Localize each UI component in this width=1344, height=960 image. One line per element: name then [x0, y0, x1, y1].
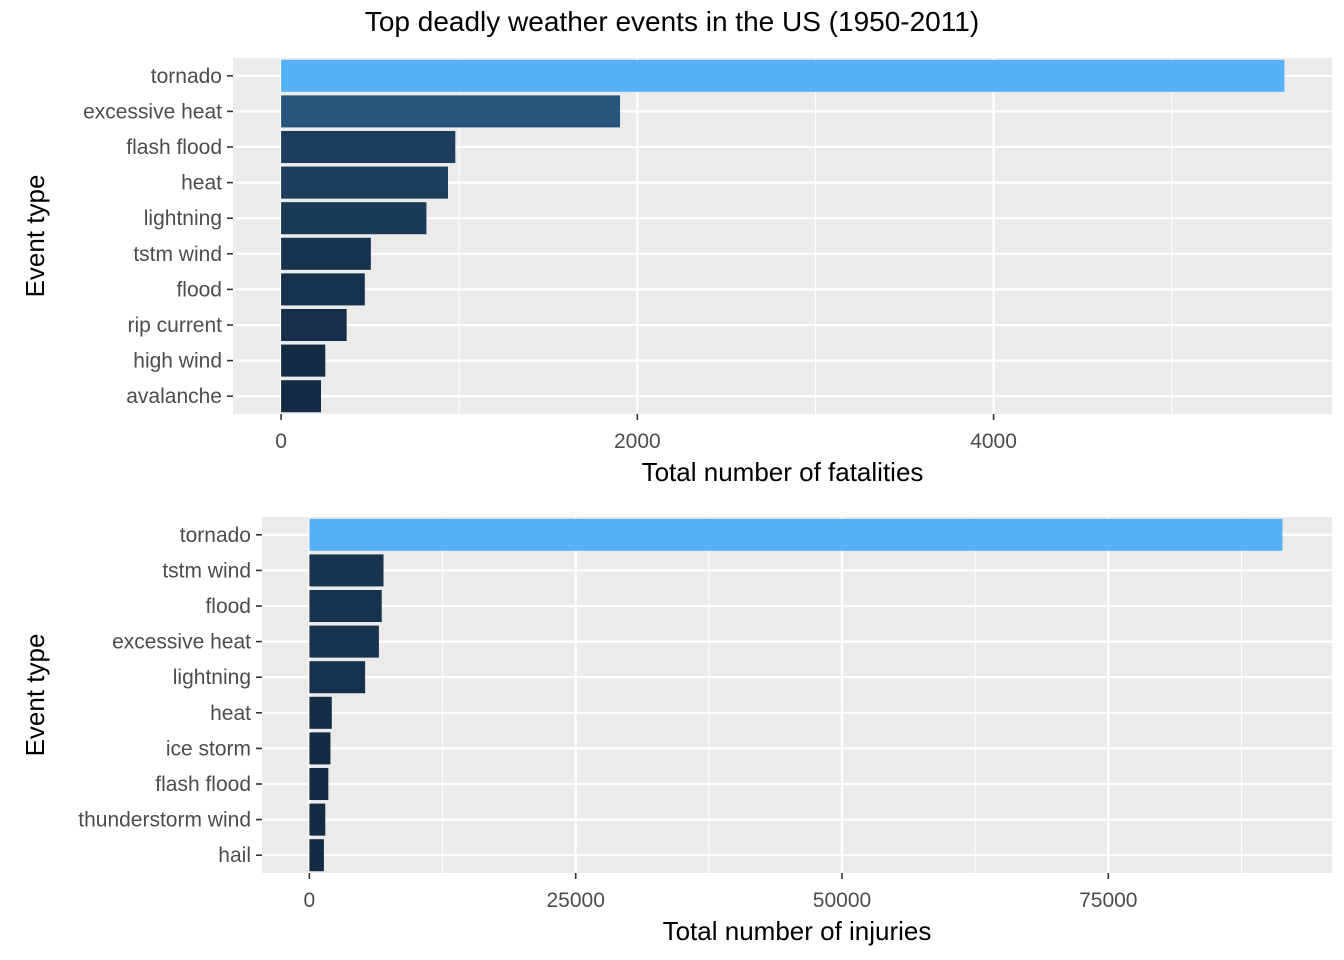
y-tick-label: tornado: [151, 65, 222, 88]
y-tick-label: excessive heat: [83, 100, 222, 123]
y-tick-label: heat: [210, 702, 251, 725]
y-tick-label: heat: [181, 172, 222, 195]
y-tick-label: flash flood: [155, 773, 251, 796]
bar: [309, 625, 379, 658]
fatalities-chart: tornado excessive heat flash flood heat ligh…: [20, 58, 1332, 487]
bar: [309, 661, 366, 694]
y-tick-label: lightning: [173, 666, 251, 689]
bar: [281, 130, 456, 164]
x-tick-label: 75000: [1079, 889, 1137, 912]
bar: [281, 202, 427, 235]
bar: [309, 767, 329, 801]
y-tick-label: avalanche: [126, 385, 222, 408]
x-axis-title: Total number of fatalities: [642, 457, 924, 487]
bar: [281, 273, 365, 306]
y-tick-label: excessive heat: [112, 631, 251, 654]
y-tick-label: tstm wind: [162, 559, 251, 582]
y-tick-label: hail: [218, 844, 251, 867]
x-tick-label: 25000: [547, 889, 605, 912]
y-axis-title: Event type: [20, 634, 50, 757]
y-tick-label: high wind: [133, 350, 222, 373]
bar: [281, 166, 448, 199]
bar: [281, 95, 621, 128]
x-tick-label: 50000: [813, 889, 871, 912]
injuries-chart: tornado tstm wind flood excessive heat light…: [20, 517, 1332, 946]
y-tick-label: rip current: [127, 314, 222, 337]
bar: [309, 839, 324, 872]
y-tick-label: lightning: [144, 207, 222, 230]
x-tick-label: 4000: [970, 430, 1017, 453]
y-tick-label: flood: [205, 595, 251, 618]
plot-panel-background: [262, 517, 1332, 873]
bar: [281, 237, 371, 270]
chart-title: Top deadly weather events in the US (195…: [364, 6, 980, 37]
bar: [281, 59, 1285, 92]
y-tick-label: flash flood: [126, 136, 222, 159]
x-tick-label: 2000: [614, 430, 661, 453]
y-axis-title: Event type: [20, 175, 50, 298]
bar: [281, 380, 321, 413]
y-tick-label: ice storm: [166, 737, 251, 760]
bar: [281, 344, 326, 377]
bar: [309, 518, 1283, 551]
x-tick-label: 0: [275, 430, 287, 453]
x-axis-title: Total number of injuries: [663, 916, 932, 946]
y-tick-label: tornado: [180, 524, 251, 547]
bar: [309, 696, 332, 729]
y-tick-label: tstm wind: [133, 243, 222, 266]
bar: [281, 308, 347, 342]
bar: [309, 589, 382, 623]
y-tick-label: thunderstorm wind: [78, 809, 251, 832]
x-tick-label: 0: [304, 889, 316, 912]
bar: [309, 803, 326, 836]
bar: [309, 732, 331, 765]
bar: [309, 554, 384, 587]
y-tick-label: flood: [176, 278, 222, 301]
